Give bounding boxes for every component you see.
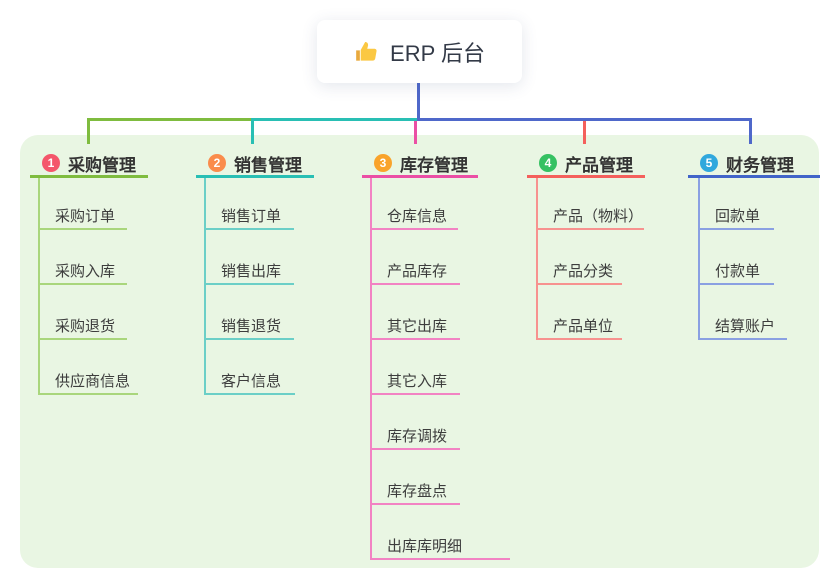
- child-node[interactable]: 供应商信息: [38, 371, 138, 395]
- connector-drop-purchase: [87, 118, 90, 144]
- branch-title-inventory[interactable]: 3 库存管理: [362, 151, 478, 178]
- child-node[interactable]: 仓库信息: [370, 206, 458, 230]
- child-node[interactable]: 库存调拨: [370, 426, 460, 450]
- connector-drop-finance: [749, 118, 752, 144]
- branch-label: 库存管理: [400, 155, 468, 175]
- branch-trunk-line: [536, 178, 538, 340]
- connector-drop-sales: [251, 118, 254, 144]
- connector-root-vertical: [417, 83, 420, 119]
- branch-trunk-line: [698, 178, 700, 340]
- branch-trunk-line: [370, 178, 372, 560]
- connector-drop-product: [583, 121, 586, 144]
- child-node[interactable]: 产品单位: [536, 316, 622, 340]
- branch-number-badge: 5: [700, 154, 718, 172]
- branch-number-badge: 4: [539, 154, 557, 172]
- branch-label: 采购管理: [68, 155, 136, 175]
- child-node[interactable]: 采购入库: [38, 261, 127, 285]
- child-node[interactable]: 回款单: [698, 206, 774, 230]
- child-node[interactable]: 结算账户: [698, 316, 787, 340]
- child-node[interactable]: 客户信息: [204, 371, 295, 395]
- child-node[interactable]: 库存盘点: [370, 481, 460, 505]
- branch-title-finance[interactable]: 5 财务管理: [688, 151, 820, 178]
- child-node[interactable]: 付款单: [698, 261, 774, 285]
- child-node[interactable]: 其它入库: [370, 371, 460, 395]
- child-node[interactable]: 销售退货: [204, 316, 294, 340]
- child-node[interactable]: 出库库明细: [370, 536, 510, 560]
- connector-bus-blue: [417, 118, 752, 121]
- child-node[interactable]: 其它出库: [370, 316, 460, 340]
- thumbs-up-icon: [354, 39, 380, 65]
- child-node[interactable]: 销售出库: [204, 261, 294, 285]
- child-node[interactable]: 采购订单: [38, 206, 127, 230]
- branch-trunk-line: [204, 178, 206, 395]
- root-label: ERP 后台: [390, 40, 485, 66]
- branch-label: 销售管理: [234, 155, 302, 175]
- branches-panel: [20, 135, 819, 568]
- child-node[interactable]: 销售订单: [204, 206, 294, 230]
- branch-trunk-line: [38, 178, 40, 395]
- branch-label: 产品管理: [565, 155, 633, 175]
- branch-number-badge: 3: [374, 154, 392, 172]
- child-node[interactable]: 产品库存: [370, 261, 460, 285]
- child-node[interactable]: 产品（物料）: [536, 206, 644, 230]
- connector-drop-inventory: [414, 121, 417, 144]
- branch-title-product[interactable]: 4 产品管理: [527, 151, 645, 178]
- branch-title-sales[interactable]: 2 销售管理: [196, 151, 314, 178]
- connector-bus-green: [87, 118, 253, 121]
- child-node[interactable]: 产品分类: [536, 261, 622, 285]
- branch-number-badge: 2: [208, 154, 226, 172]
- connector-bus-teal: [253, 118, 417, 121]
- branch-number-badge: 1: [42, 154, 60, 172]
- root-node[interactable]: ERP 后台: [317, 20, 522, 83]
- branch-title-purchase[interactable]: 1 采购管理: [30, 151, 148, 178]
- branch-label: 财务管理: [726, 155, 794, 175]
- child-node[interactable]: 采购退货: [38, 316, 127, 340]
